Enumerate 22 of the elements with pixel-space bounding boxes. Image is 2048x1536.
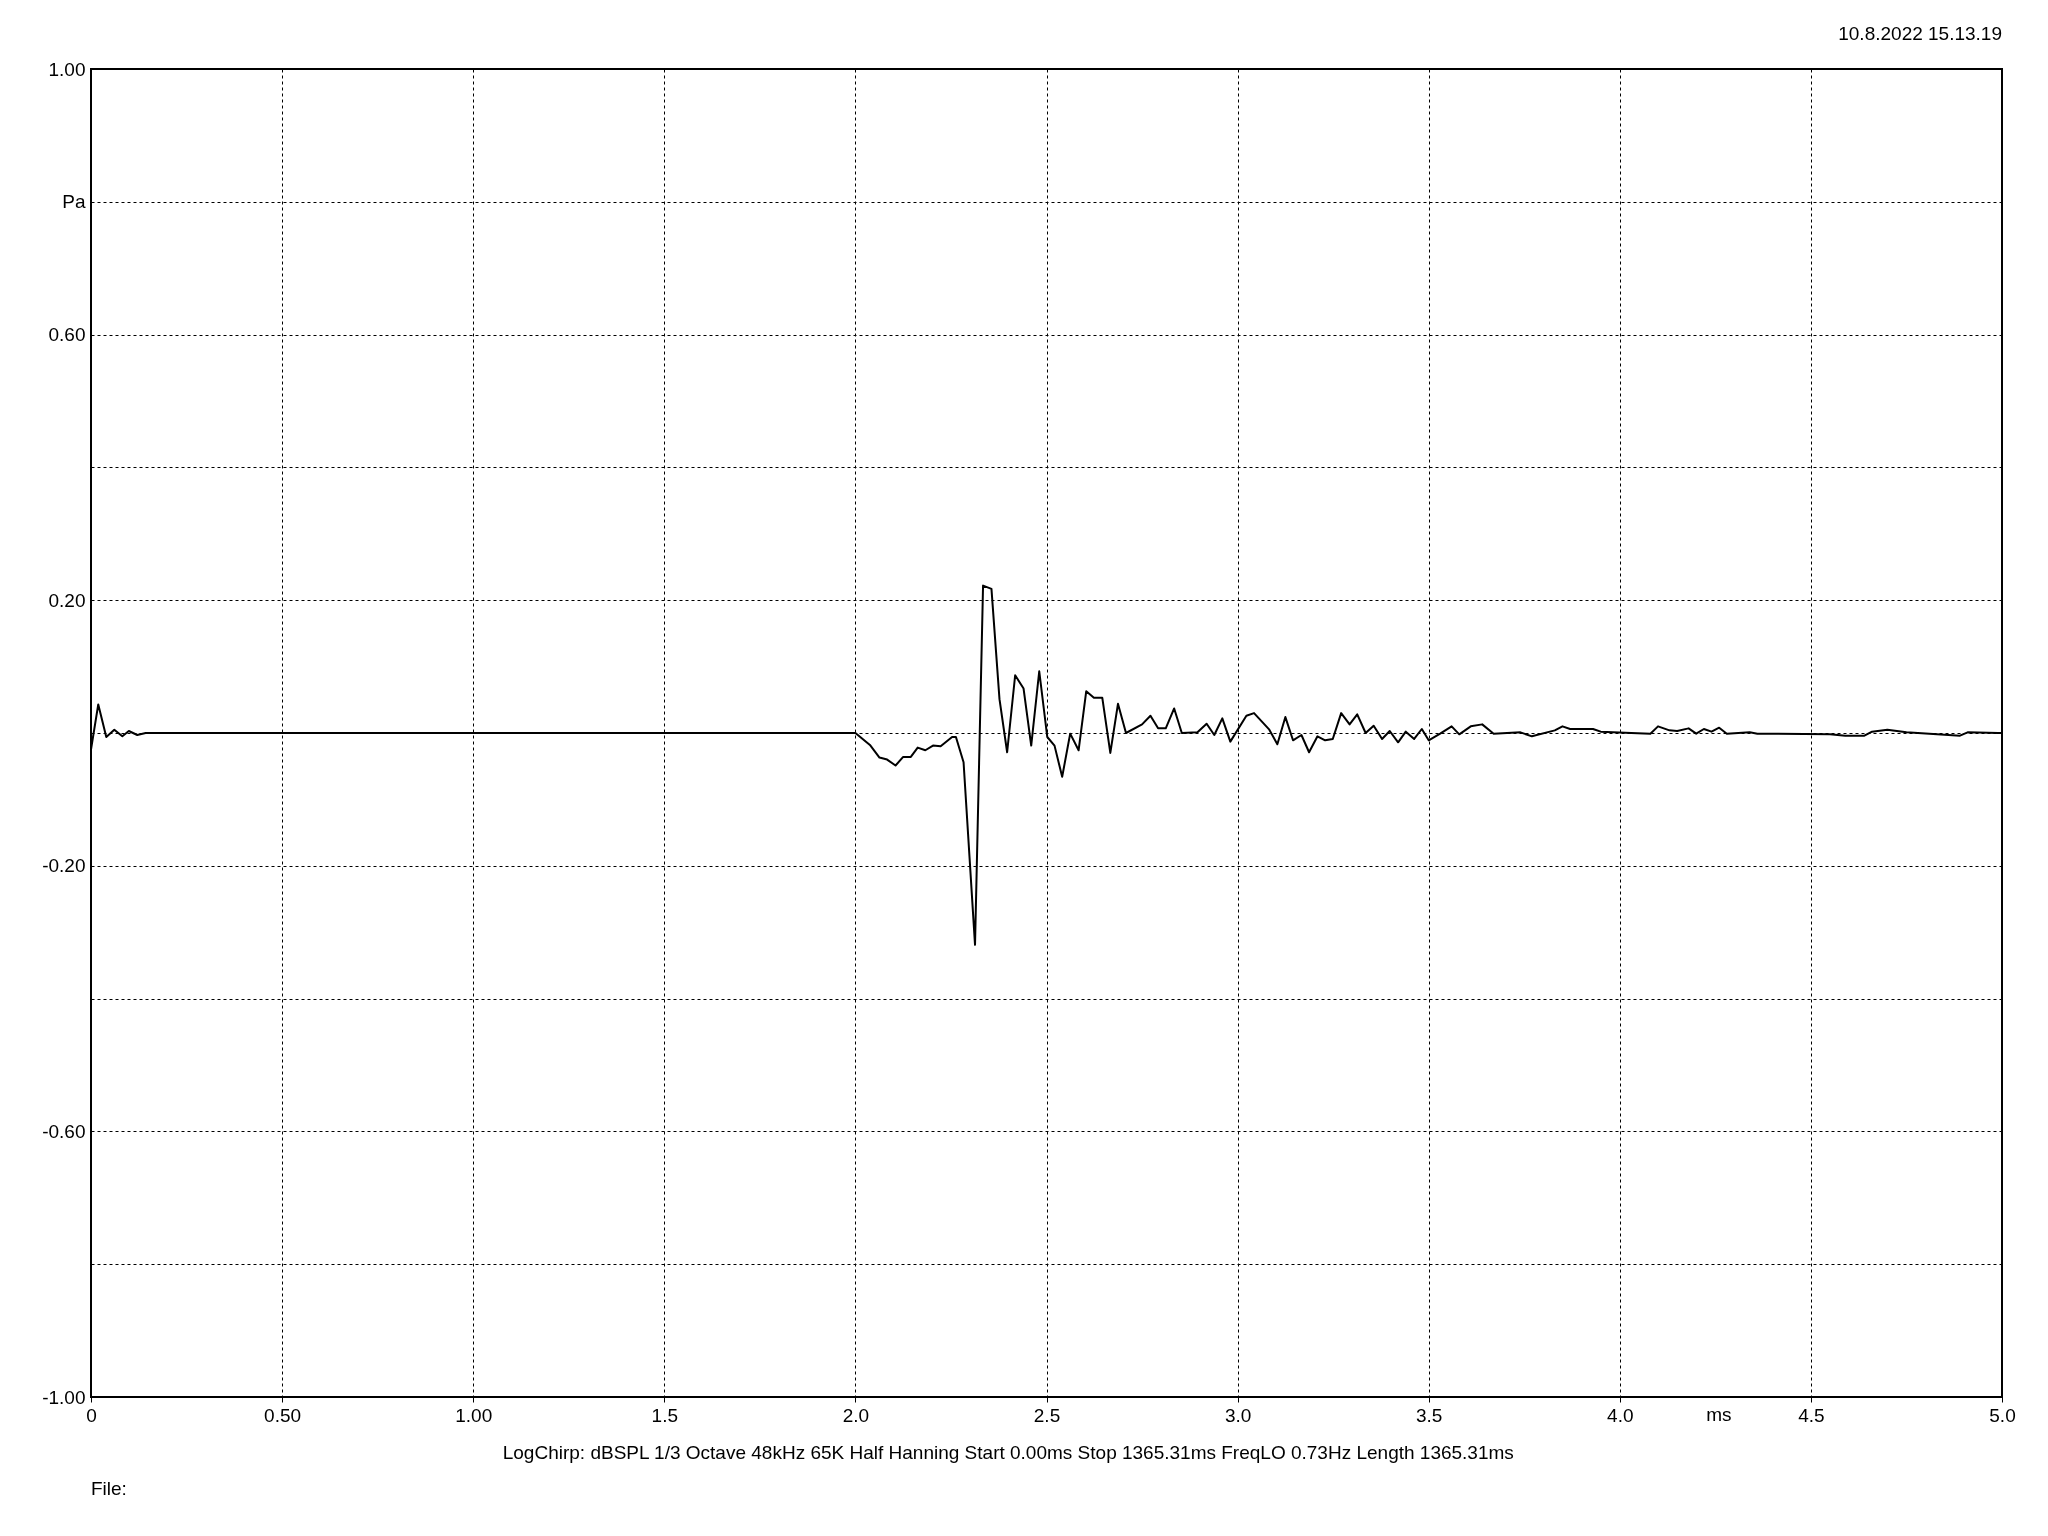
y-tick-label: 0.60 (48, 324, 86, 346)
x-axis-title: ms (1706, 1403, 1732, 1425)
x-tick-label: 1.5 (651, 1404, 679, 1426)
y-tick-label: -0.20 (42, 855, 86, 877)
x-tick-label: 0.50 (264, 1404, 302, 1426)
text: File: (91, 1478, 127, 1499)
y-tick-label: 0.20 (48, 589, 86, 611)
x-tick-label: 2.5 (1033, 1404, 1061, 1426)
x-tick-label: 1.00 (455, 1404, 493, 1426)
x-tick-label: 2.0 (842, 1404, 870, 1426)
x-tick-label: 3.0 (1224, 1404, 1252, 1426)
x-tick-label: 4.0 (1607, 1404, 1634, 1426)
text: 10.8.2022 15.13.19 (1838, 23, 2002, 44)
x-tick-label: 5.0 (1989, 1404, 2016, 1426)
x-tick-label: 4.5 (1798, 1404, 1825, 1426)
text: LogChirp: dBSPL 1/3 Octave 48kHz 65K Half Hanning Start 0.00ms Stop 1365.31ms FreqLO 0.73Hz Length 1365.31ms (502, 1442, 1514, 1463)
x-tick-label: 3.5 (1415, 1404, 1443, 1426)
x-tick-label: 0 (86, 1404, 97, 1426)
y-tick-label: 1.00 (48, 58, 86, 80)
y-tick-label: -0.60 (42, 1120, 86, 1142)
y-axis-title: Pa (62, 191, 86, 213)
y-tick-label: -1.00 (42, 1386, 86, 1408)
